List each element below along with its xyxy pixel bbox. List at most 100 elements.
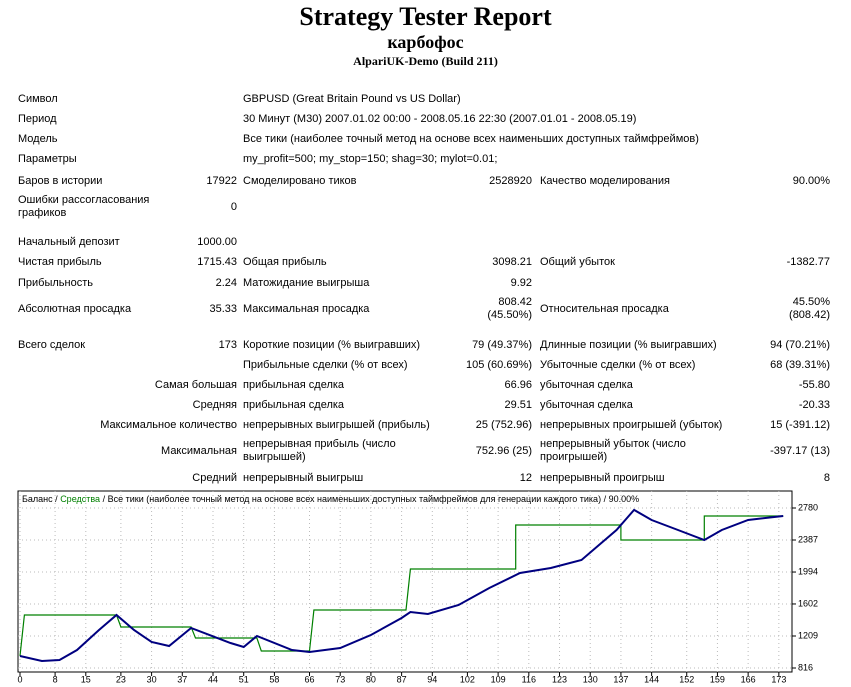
value: 1715.43 xyxy=(197,256,237,268)
label: непрерывный выигрыш xyxy=(243,471,364,484)
label: Общая прибыль xyxy=(243,256,327,268)
x-tick-label: 130 xyxy=(583,674,598,684)
label: Прибыльность xyxy=(18,276,93,289)
x-tick-label: 94 xyxy=(427,674,437,684)
y-tick-label: 1209 xyxy=(798,630,818,640)
label: Матожидание выигрыша xyxy=(243,276,370,289)
x-tick-label: 73 xyxy=(335,674,345,684)
label: прибыльная сделка xyxy=(243,378,345,391)
x-tick-label: 137 xyxy=(613,674,628,684)
label: Короткие позиции (% выигравших) xyxy=(243,338,421,351)
x-tick-label: 173 xyxy=(771,674,786,684)
x-tick-label: 15 xyxy=(81,674,91,684)
value: 752.96 (25) xyxy=(475,444,532,457)
y-tick-label: 2780 xyxy=(798,502,818,512)
value: 29.51 xyxy=(504,398,532,411)
y-tick-label: 2387 xyxy=(798,534,818,544)
value: -397.17 (13) xyxy=(770,444,831,457)
label: прибыльная сделка xyxy=(243,398,345,411)
legend: Баланс / Средства / Все тики (наиболее т… xyxy=(22,494,639,504)
x-tick-label: 8 xyxy=(53,674,58,684)
label: Период xyxy=(18,112,57,125)
y-tick-label: 1602 xyxy=(798,598,818,608)
value: 17922 xyxy=(206,174,237,187)
value: 3098.21 xyxy=(492,256,532,268)
x-tick-label: 37 xyxy=(177,674,187,684)
label: Модель xyxy=(18,132,58,145)
label: Относительная просадка xyxy=(540,302,669,315)
label: убыточная сделка xyxy=(540,398,633,411)
x-tick-label: 58 xyxy=(269,674,279,684)
label: непрерывная прибыль (число выигрышей) xyxy=(243,438,396,463)
separator: / xyxy=(103,494,106,504)
label: Длинные позиции (% выигравших) xyxy=(540,338,717,351)
value: 8 xyxy=(823,471,831,484)
x-tick-label: 109 xyxy=(491,674,506,684)
report-title: Strategy Tester Report xyxy=(299,2,552,31)
value: 1000.00 xyxy=(197,235,237,248)
label: непрерывных выигрышей (прибыль) xyxy=(243,418,430,431)
value: 12 xyxy=(519,471,532,484)
legend-entry: Баланс xyxy=(22,494,53,504)
value: 90.00% xyxy=(792,174,831,187)
x-tick-label: 66 xyxy=(304,674,314,684)
label: Самая большая xyxy=(154,378,237,391)
label: Начальный депозит xyxy=(18,235,120,248)
x-tick-label: 87 xyxy=(397,674,407,684)
label: Параметры xyxy=(18,152,77,165)
x-tick-label: 51 xyxy=(239,674,249,684)
label: Прибыльные сделки (% от всех) xyxy=(243,358,408,371)
report-table: Символ GBPUSD (Great Britain Pound vs US … xyxy=(18,89,830,489)
value: 35.33 xyxy=(209,302,237,315)
label: непрерывный убыток (число проигрышей) xyxy=(540,438,686,463)
value: 94 (70.21%) xyxy=(770,338,831,351)
value: -1382.77 xyxy=(786,256,831,268)
label: Средний xyxy=(192,471,237,484)
x-tick-label: 44 xyxy=(208,674,218,684)
x-tick-label: 30 xyxy=(147,674,157,684)
value: 173 xyxy=(218,338,237,351)
x-tick-label: 80 xyxy=(366,674,376,684)
label: Качество моделирования xyxy=(540,174,670,187)
value: 25 (752.96) xyxy=(475,418,532,431)
value: 66.96 xyxy=(504,378,532,391)
x-tick-label: 0 xyxy=(17,674,22,684)
value: 105 (60.69%) xyxy=(465,358,532,371)
label: Символ xyxy=(18,92,58,105)
label: Ошибки рассогласования графиков xyxy=(18,194,150,219)
label: Средняя xyxy=(192,398,237,411)
value: 68 (39.31%) xyxy=(770,358,831,371)
label: Максимальная xyxy=(161,444,237,457)
x-tick-label: 123 xyxy=(552,674,567,684)
expert-name: карбофос xyxy=(387,32,464,52)
value: 30 Минут (M30) 2007.01.02 00:00 - 2008.0… xyxy=(243,112,637,125)
label: непрерывный проигрыш xyxy=(540,471,665,484)
label: Абсолютная просадка xyxy=(18,302,132,315)
x-tick-label: 23 xyxy=(116,674,126,684)
series-line xyxy=(19,515,784,657)
label: Общий убыток xyxy=(540,256,615,268)
legend-entry: Средства xyxy=(60,494,100,504)
value: 0 xyxy=(230,200,237,213)
x-tick-label: 159 xyxy=(710,674,725,684)
x-tick-label: 152 xyxy=(679,674,694,684)
label: непрерывных проигрышей (убыток) xyxy=(540,418,723,431)
value: -20.33 xyxy=(798,398,831,411)
label: Максимальная просадка xyxy=(243,302,370,315)
value: 2528920 xyxy=(489,174,532,187)
separator: / xyxy=(55,494,58,504)
label: Чистая прибыль xyxy=(18,256,102,268)
label: Баров в истории xyxy=(18,174,103,187)
value: 45.50% (808.42) xyxy=(789,296,831,321)
value: GBPUSD (Great Britain Pound vs US Dollar… xyxy=(243,92,461,105)
x-tick-label: 102 xyxy=(460,674,475,684)
label: Смоделировано тиков xyxy=(243,174,357,187)
value: 79 (49.37%) xyxy=(472,338,532,351)
chart-title: Все тики (наиболее точный метод на основ… xyxy=(108,494,639,504)
series-line xyxy=(19,508,784,663)
balance-chart: 816 1209 1602 1994 2387 2780 0 8 15 23 30 37 44 51 58 6… xyxy=(17,490,818,684)
label: Убыточные сделки (% от всех) xyxy=(540,358,696,371)
value: 808.42 (45.50%) xyxy=(487,296,532,321)
x-tick-label: 116 xyxy=(522,674,536,684)
